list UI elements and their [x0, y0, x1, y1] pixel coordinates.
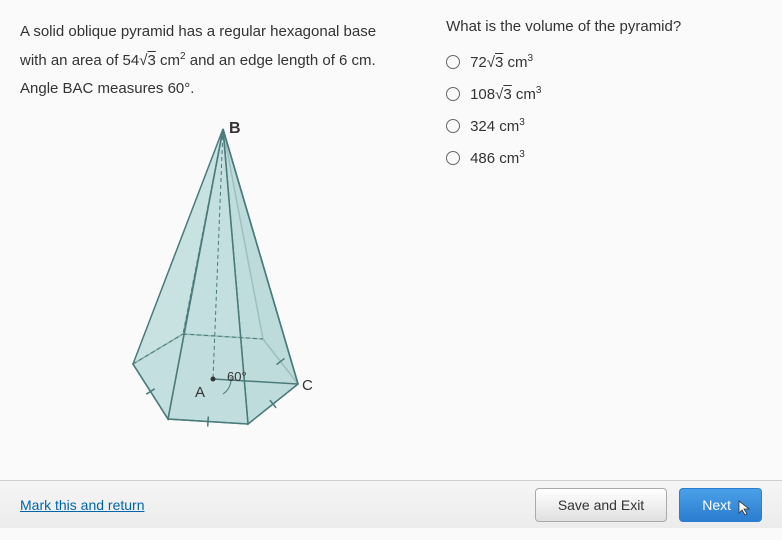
- option-label: 324 cm3: [470, 117, 525, 135]
- save-exit-button[interactable]: Save and Exit: [535, 488, 667, 522]
- radio-icon[interactable]: [446, 151, 460, 165]
- option-label: 72√3 cm3: [470, 53, 533, 71]
- problem-line3: Angle BAC measures 60°.: [20, 80, 194, 97]
- cursor-icon: [737, 499, 753, 517]
- svg-text:A: A: [195, 384, 205, 401]
- problem-sqrt: √3: [139, 52, 156, 69]
- question-text: What is the volume of the pyramid?: [446, 18, 762, 35]
- main-area: A solid oblique pyramid has a regular he…: [20, 18, 762, 459]
- problem-line1: A solid oblique pyramid has a regular he…: [20, 23, 376, 40]
- radio-icon[interactable]: [446, 87, 460, 101]
- footer-bar: Mark this and return Save and Exit Next: [0, 480, 782, 528]
- pyramid-diagram: B A C 60°: [20, 119, 406, 459]
- option-label: 108√3 cm3: [470, 85, 541, 103]
- next-button[interactable]: Next: [679, 488, 762, 522]
- pyramid-svg: B A C 60°: [73, 119, 353, 459]
- radio-icon[interactable]: [446, 55, 460, 69]
- mark-return-link[interactable]: Mark this and return: [20, 497, 145, 513]
- answer-column: What is the volume of the pyramid? 72√3 …: [436, 18, 762, 459]
- option-2[interactable]: 324 cm3: [446, 117, 762, 135]
- option-3[interactable]: 486 cm3: [446, 149, 762, 167]
- svg-text:B: B: [229, 120, 241, 137]
- option-0[interactable]: 72√3 cm3: [446, 53, 762, 71]
- content-panel: A solid oblique pyramid has a regular he…: [0, 0, 782, 540]
- problem-column: A solid oblique pyramid has a regular he…: [20, 18, 406, 459]
- options-list: 72√3 cm3 108√3 cm3 324 cm3 486 cm3: [446, 53, 762, 167]
- svg-text:C: C: [302, 377, 313, 394]
- problem-text: A solid oblique pyramid has a regular he…: [20, 18, 406, 104]
- svg-text:60°: 60°: [227, 369, 247, 384]
- option-label: 486 cm3: [470, 149, 525, 167]
- problem-line2-pre: with an area of 54: [20, 52, 139, 69]
- radio-icon[interactable]: [446, 119, 460, 133]
- option-1[interactable]: 108√3 cm3: [446, 85, 762, 103]
